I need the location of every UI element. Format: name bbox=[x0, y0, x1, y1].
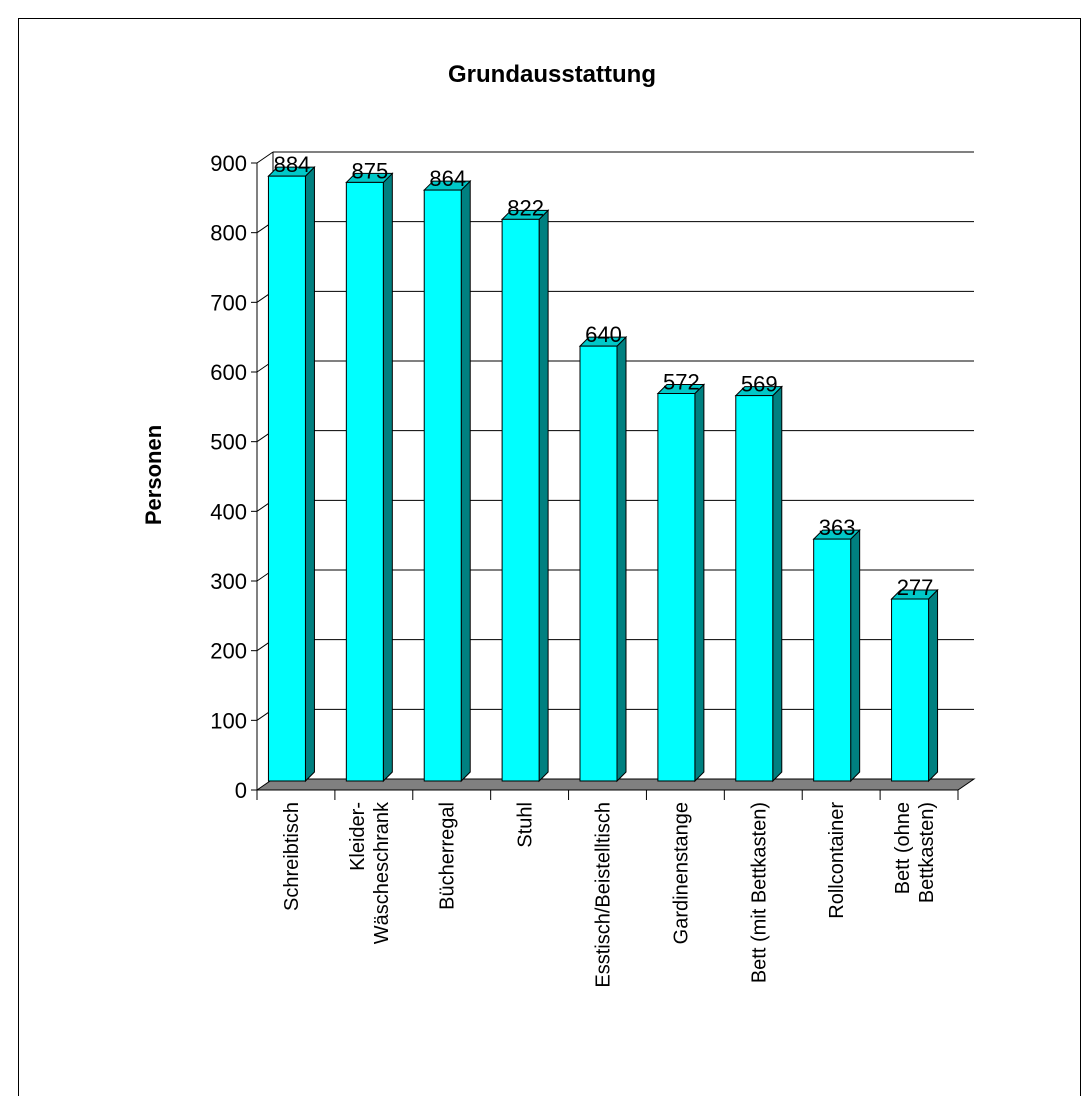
bar-side bbox=[304, 165, 315, 783]
x-tick-label-line: Bücherregal bbox=[437, 802, 459, 910]
bar bbox=[813, 538, 852, 782]
y-tick-label: 200 bbox=[210, 639, 247, 664]
data-label: 822 bbox=[507, 195, 544, 220]
x-tick-label: Rollcontainer bbox=[826, 802, 848, 919]
bar-group: 864 bbox=[423, 166, 472, 783]
bar-group: 822 bbox=[500, 195, 550, 783]
x-tick-label-line: Stuhl bbox=[515, 802, 537, 848]
bar bbox=[891, 598, 930, 782]
bar-side bbox=[382, 172, 393, 783]
bar-group: 640 bbox=[578, 322, 628, 783]
bar-side bbox=[460, 179, 471, 783]
y-tick-label: 400 bbox=[210, 499, 247, 524]
data-label: 572 bbox=[663, 370, 700, 395]
bar-side bbox=[538, 209, 549, 783]
x-tick-label: Schreibtisch bbox=[281, 802, 303, 911]
x-tick-label: Esstisch/Beistelltisch bbox=[593, 802, 615, 988]
y-tick-label: 800 bbox=[210, 221, 247, 246]
bar-side bbox=[616, 335, 627, 783]
bar-group: 884 bbox=[267, 152, 316, 783]
bar-group: 572 bbox=[656, 370, 706, 783]
x-tick-label-line: Gardinenstange bbox=[670, 802, 692, 944]
data-label: 277 bbox=[897, 575, 934, 600]
y-tick-label: 500 bbox=[210, 430, 247, 455]
chart-frame bbox=[18, 18, 1081, 1096]
x-tick-label: Bett (mit Bettkasten) bbox=[748, 802, 770, 983]
y-tick-label: 700 bbox=[210, 290, 247, 315]
x-tick-label-line: Wäscheschrank bbox=[371, 801, 393, 944]
x-tick-label-line: Schreibtisch bbox=[281, 802, 303, 911]
gridline-diagonal bbox=[256, 151, 274, 164]
data-label: 875 bbox=[351, 158, 388, 183]
bar bbox=[501, 218, 540, 782]
y-tick-label: 300 bbox=[210, 569, 247, 594]
bar-side bbox=[694, 383, 705, 783]
data-label: 363 bbox=[819, 515, 856, 540]
x-tick-label: Stuhl bbox=[515, 802, 537, 848]
bar-group: 569 bbox=[734, 372, 783, 783]
data-label: 569 bbox=[741, 372, 778, 397]
x-tick-label: Bücherregal bbox=[437, 802, 459, 910]
x-tick-label: Kleider- Wäscheschrank bbox=[347, 801, 393, 944]
bar-side bbox=[772, 385, 783, 783]
x-tick-label-line: Bett (ohne bbox=[892, 802, 914, 894]
y-axis-label: Personen bbox=[141, 425, 166, 525]
bar bbox=[345, 181, 384, 782]
y-tick-label: 900 bbox=[210, 151, 247, 176]
bar-side bbox=[850, 528, 861, 783]
x-tick-label: Gardinenstange bbox=[670, 802, 692, 944]
bar bbox=[423, 189, 462, 782]
data-label: 884 bbox=[274, 152, 311, 177]
bar bbox=[579, 345, 618, 782]
x-tick-label-line: Bett (mit Bettkasten) bbox=[748, 802, 770, 983]
bar-group: 363 bbox=[812, 515, 861, 783]
bar bbox=[267, 175, 306, 782]
bar bbox=[735, 395, 774, 782]
chart-title: Grundausstattung bbox=[448, 61, 656, 88]
y-tick-label: 0 bbox=[235, 778, 247, 803]
x-tick-label-line: Rollcontainer bbox=[826, 802, 848, 919]
x-tick-label-line: Kleider- bbox=[347, 802, 369, 871]
x-tick-label: Bett (ohne Bettkasten) bbox=[892, 802, 938, 903]
x-tick-label-line: Bettkasten) bbox=[916, 802, 938, 903]
data-label: 640 bbox=[585, 322, 622, 347]
data-label: 864 bbox=[429, 166, 466, 191]
bar-side bbox=[928, 588, 939, 783]
y-tick-label: 600 bbox=[210, 360, 247, 385]
bar bbox=[657, 393, 696, 782]
x-tick-label-line: Esstisch/Beistelltisch bbox=[593, 802, 615, 988]
bar-group: 875 bbox=[345, 158, 394, 783]
y-tick-label: 100 bbox=[210, 708, 247, 733]
bar-group: 277 bbox=[890, 575, 939, 783]
